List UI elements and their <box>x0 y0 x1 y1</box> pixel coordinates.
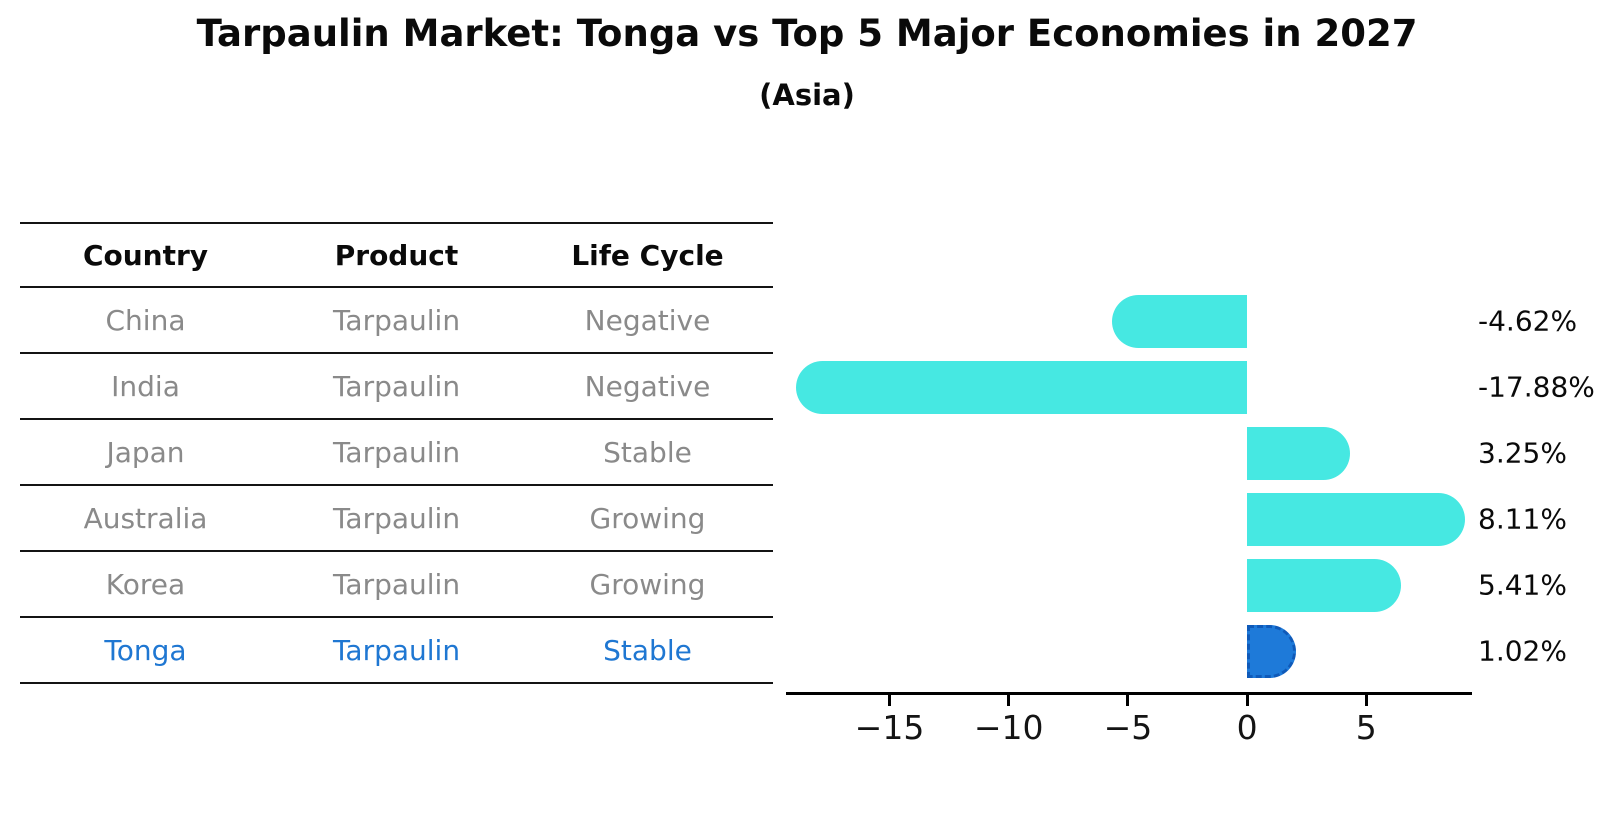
cell-life-cycle: Stable <box>603 435 692 469</box>
cell-life-cycle: Negative <box>584 303 711 337</box>
cell-product: Tarpaulin <box>332 369 461 403</box>
table-header-life-cycle: Life Cycle <box>571 238 724 272</box>
value-label-india: -17.88% <box>1478 370 1595 404</box>
x-axis-line <box>786 692 1472 695</box>
bar-korea <box>1247 558 1402 612</box>
chart-title: Tarpaulin Market: Tonga vs Top 5 Major E… <box>196 12 1418 55</box>
x-axis-tick <box>1245 695 1249 706</box>
cell-life-cycle: Stable <box>603 633 692 667</box>
table-header-product: Product <box>334 238 459 272</box>
value-label-australia: 8.11% <box>1478 502 1567 536</box>
x-axis-tick-label: −15 <box>854 708 925 747</box>
cell-product: Tarpaulin <box>332 633 461 667</box>
bar-japan <box>1247 426 1350 480</box>
table-row-tonga: Tonga Tarpaulin Stable <box>20 618 773 684</box>
value-label-japan: 3.25% <box>1478 436 1567 470</box>
value-label-tonga: 1.02% <box>1478 634 1567 668</box>
x-axis-tick <box>1126 695 1130 706</box>
cell-country: Japan <box>106 435 185 469</box>
cell-country: Tonga <box>104 633 187 667</box>
cell-country: India <box>111 369 180 403</box>
cell-product: Tarpaulin <box>332 501 461 535</box>
table-row-india: India Tarpaulin Negative <box>20 354 773 420</box>
x-axis-tick <box>888 695 891 706</box>
cell-life-cycle: Growing <box>589 501 706 535</box>
x-axis-tick-label: −5 <box>1103 708 1153 747</box>
x-axis-tick-label: 0 <box>1236 708 1258 747</box>
chart-subtitle: (Asia) <box>759 78 855 112</box>
x-axis-tick-label: 5 <box>1355 708 1377 747</box>
x-axis-tick <box>1364 695 1368 706</box>
table-header-country: Country <box>82 238 209 272</box>
bar-india <box>795 360 1248 414</box>
bar-australia <box>1247 492 1466 546</box>
bar-tonga <box>1247 624 1297 678</box>
cell-country: Korea <box>105 567 186 601</box>
table-row-china: China Tarpaulin Negative <box>20 288 773 354</box>
table-header-row: Country Product Life Cycle <box>20 222 773 288</box>
cell-life-cycle: Growing <box>589 567 706 601</box>
table-row-korea: Korea Tarpaulin Growing <box>20 552 773 618</box>
cell-product: Tarpaulin <box>332 435 461 469</box>
bar-china <box>1111 294 1248 348</box>
x-axis-tick-label: −10 <box>973 708 1044 747</box>
cell-country: Australia <box>83 501 208 535</box>
x-axis-tick <box>1007 695 1011 706</box>
cell-country: China <box>105 303 186 337</box>
cell-product: Tarpaulin <box>332 303 461 337</box>
table-row-japan: Japan Tarpaulin Stable <box>20 420 773 486</box>
cell-life-cycle: Negative <box>584 369 711 403</box>
value-label-korea: 5.41% <box>1478 568 1567 602</box>
table-row-australia: Australia Tarpaulin Growing <box>20 486 773 552</box>
value-label-china: -4.62% <box>1478 304 1578 338</box>
country-table: Country Product Life Cycle China Tarpaulin Ne… <box>20 222 773 684</box>
cell-product: Tarpaulin <box>332 567 461 601</box>
